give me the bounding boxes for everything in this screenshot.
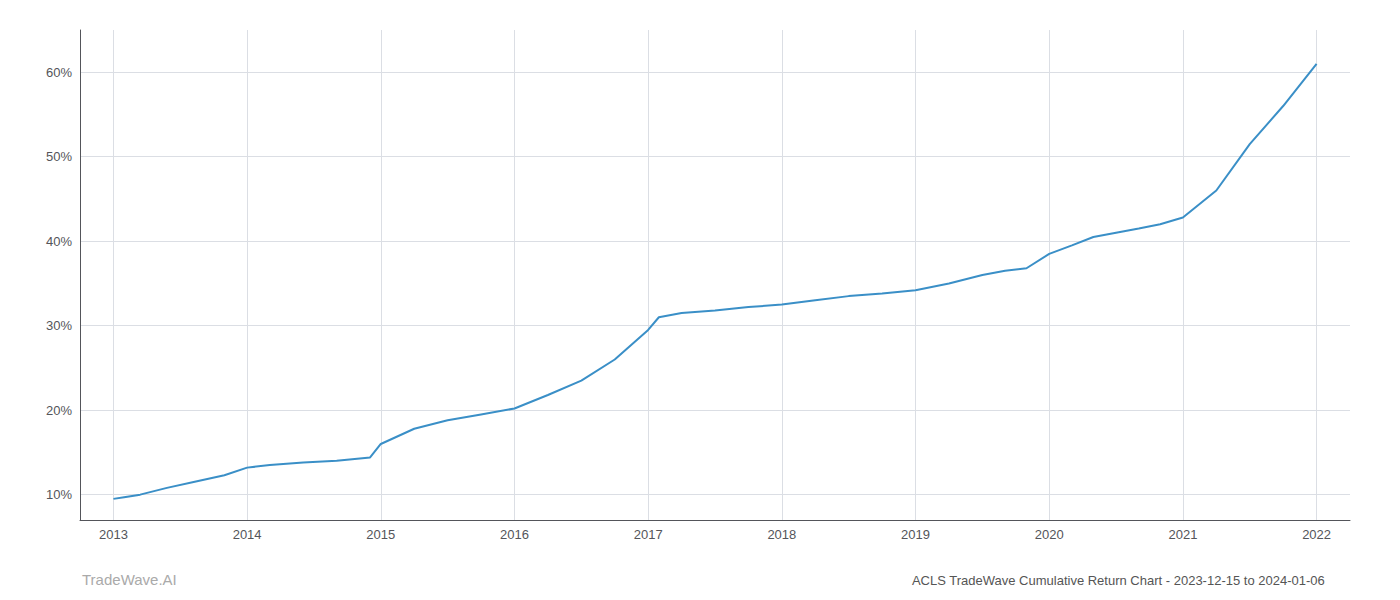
svg-text:2016: 2016 (500, 527, 529, 542)
svg-text:30%: 30% (46, 318, 72, 333)
svg-text:60%: 60% (46, 65, 72, 80)
svg-text:2013: 2013 (99, 527, 128, 542)
svg-text:2014: 2014 (233, 527, 262, 542)
svg-text:2015: 2015 (366, 527, 395, 542)
svg-text:2018: 2018 (767, 527, 796, 542)
svg-text:2020: 2020 (1035, 527, 1064, 542)
svg-text:ACLS TradeWave Cumulative Retu: ACLS TradeWave Cumulative Return Chart -… (912, 573, 1325, 588)
svg-text:2022: 2022 (1302, 527, 1331, 542)
svg-text:2017: 2017 (634, 527, 663, 542)
svg-text:20%: 20% (46, 403, 72, 418)
svg-text:TradeWave.AI: TradeWave.AI (82, 571, 177, 588)
svg-text:2019: 2019 (901, 527, 930, 542)
svg-text:50%: 50% (46, 149, 72, 164)
svg-text:2021: 2021 (1168, 527, 1197, 542)
svg-text:40%: 40% (46, 234, 72, 249)
svg-text:10%: 10% (46, 487, 72, 502)
